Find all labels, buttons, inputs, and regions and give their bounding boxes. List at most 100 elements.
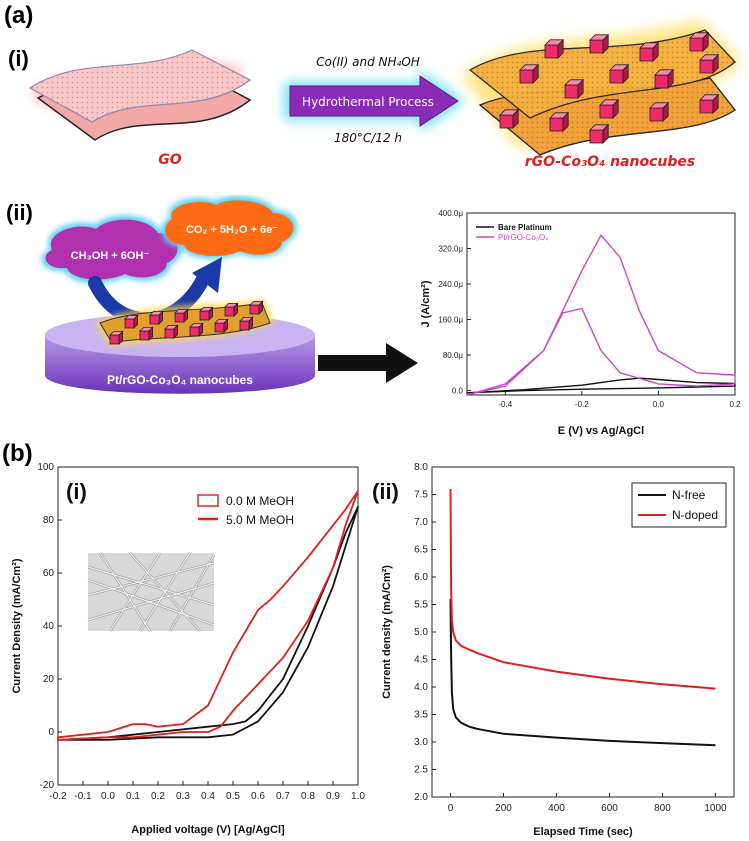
x-tick-label: 0: [448, 803, 454, 814]
y-tick-label: 2.0: [414, 792, 428, 803]
nanocube: [214, 318, 229, 333]
panel-b-label: (b): [2, 440, 33, 467]
nanocube: [189, 322, 204, 337]
b1-series: [57, 489, 359, 741]
b2-legend-nfree: N-free: [672, 488, 706, 502]
cv-legend: Bare Platinum Pt/rGO-Co₃O₄: [476, 223, 552, 242]
x-tick-label: 0.0: [101, 791, 115, 802]
product-label: rGO-Co₃O₄ nanocubes: [525, 154, 695, 170]
nanocube: [639, 41, 660, 62]
y-tick-label: 100: [37, 462, 54, 473]
x-tick-label: 0.1: [126, 791, 140, 802]
x-tick-label: 600: [601, 803, 618, 814]
nanocube: [164, 324, 179, 339]
reactant-text: CH₃OH + 6OH⁻: [71, 250, 150, 262]
y-tick-label: 60: [43, 568, 55, 579]
y-tick-label: -20: [40, 780, 55, 791]
x-tick-label: 1000: [704, 803, 727, 814]
chrono-chart: (ii) 2.0 2.5 3.0 3.5 4.0 4.5 5.0 5.5 6.0 6.5 7.0 7.…: [372, 462, 735, 838]
y-tick-label: 0.0: [452, 387, 464, 396]
b1-x-label: Applied voltage (V) [Ag/AgCl]: [131, 824, 285, 836]
cv-x-ticks: -0.4 -0.2 0.0 0.2: [498, 391, 741, 409]
synthesis-scheme: GO Co(II) and NH₄OH Hydrothermal Process…: [28, 20, 740, 170]
panel-a-label: (a): [4, 2, 34, 29]
panel-b-i-label: (i): [66, 479, 87, 504]
x-tick-label: 0.7: [276, 791, 290, 802]
reactant-cloud: [41, 215, 183, 284]
nanocube: [199, 306, 214, 321]
nanocube: [589, 123, 610, 144]
b1-legend: 0.0 M MeOH 5.0 M MeOH: [197, 494, 294, 527]
b2-series: [449, 488, 716, 747]
y-tick-label: 8.0: [414, 462, 428, 473]
y-tick-label: 0: [48, 727, 54, 738]
process-text: Hydrothermal Process: [302, 95, 434, 109]
nanocube: [109, 330, 124, 345]
x-tick-label: -0.2: [575, 400, 589, 409]
x-tick-label: -0.4: [498, 400, 512, 409]
y-tick-label: 6.0: [414, 572, 428, 583]
x-tick-label: -0.2: [49, 791, 67, 802]
y-tick-label: 4.5: [414, 655, 428, 666]
x-tick-label: -0.1: [74, 791, 92, 802]
y-tick-label: 80: [43, 515, 55, 526]
x-tick-label: 0.8: [301, 791, 315, 802]
y-tick-label: 5.0: [414, 627, 428, 638]
nanocube: [224, 302, 239, 317]
nanocube: [649, 101, 670, 122]
nanocube: [699, 93, 720, 114]
x-tick-label: 1.0: [351, 791, 365, 802]
x-tick-label: 0.2: [729, 400, 741, 409]
b2-y-label: Current density (mA/Cm²): [381, 565, 393, 699]
conditions-text: 180°C/12 h: [334, 131, 402, 145]
x-tick-label: 0.3: [176, 791, 190, 802]
cv-series: [466, 234, 736, 396]
nanocube: [149, 310, 164, 325]
y-tick-label: 40: [43, 621, 55, 632]
nanocube: [599, 98, 620, 119]
b2-x-ticks: 0 200 400 600 800 1000: [448, 793, 727, 814]
y-tick-label: 400.0μ: [438, 209, 463, 218]
y-tick-label: 160.0μ: [438, 316, 463, 325]
nanocube: [564, 78, 585, 99]
voltammogram-chart: (i) -20 0 20 40 60 80 100 -0.2 -0.1 0.0 0.1 0.2 0.3…: [11, 462, 365, 836]
panel-a-ii-label: (ii): [6, 200, 33, 225]
nanocube: [549, 111, 570, 132]
series-line-0: [449, 598, 716, 747]
go-sheet: [28, 49, 252, 141]
nanocube: [139, 326, 154, 341]
y-tick-label: 7.0: [414, 517, 428, 528]
nanocube: [124, 314, 139, 329]
b2-x-label: Elapsed Time (sec): [533, 826, 633, 838]
panel-a-i-label: (i): [8, 46, 29, 71]
cv-x-label: E (V) vs Ag/AgCl: [558, 425, 644, 437]
y-tick-label: 5.5: [414, 600, 428, 611]
b2-legend-box: [631, 482, 727, 528]
y-tick-label: 3.5: [414, 710, 428, 721]
b2-legend-ndoped: N-doped: [672, 508, 718, 522]
product-text: CO₂ + 5H₂O + 6e⁻: [186, 224, 278, 236]
y-tick-label: 320.0μ: [438, 245, 463, 254]
nanocube: [589, 33, 610, 54]
cv-y-label: J (A/cm²): [420, 280, 432, 327]
b2-legend: N-free N-doped: [631, 482, 727, 528]
nanocube: [499, 108, 520, 129]
y-tick-label: 80.0μ: [443, 351, 464, 360]
y-tick-label: 3.0: [414, 737, 428, 748]
x-tick-label: 0.6: [251, 791, 265, 802]
b1-legend-0: 0.0 M MeOH: [226, 494, 294, 508]
nanocube: [609, 63, 630, 84]
b1-y-label: Current Density (mA/Cm²): [11, 558, 23, 693]
cv-y-ticks: 0.0 80.0μ 160.0μ 240.0μ 320.0μ 400.0μ: [438, 209, 471, 396]
nanocube: [519, 63, 540, 84]
cv-legend-bare: Bare Platinum: [498, 223, 552, 232]
x-tick-label: 0.4: [201, 791, 215, 802]
series-line-1: [449, 488, 716, 690]
x-tick-label: 0.9: [326, 791, 340, 802]
nanocube: [249, 300, 264, 315]
y-tick-label: 240.0μ: [438, 280, 463, 289]
reagent-text: Co(II) and NH₄OH: [316, 55, 420, 69]
cv-plot-frame: [466, 212, 736, 396]
result-arrow: [318, 343, 418, 383]
b1-x-ticks: -0.2 -0.1 0.0 0.1 0.2 0.3 0.4 0.5 0.6 0.7 0.8 0.9 1.…: [49, 781, 365, 802]
